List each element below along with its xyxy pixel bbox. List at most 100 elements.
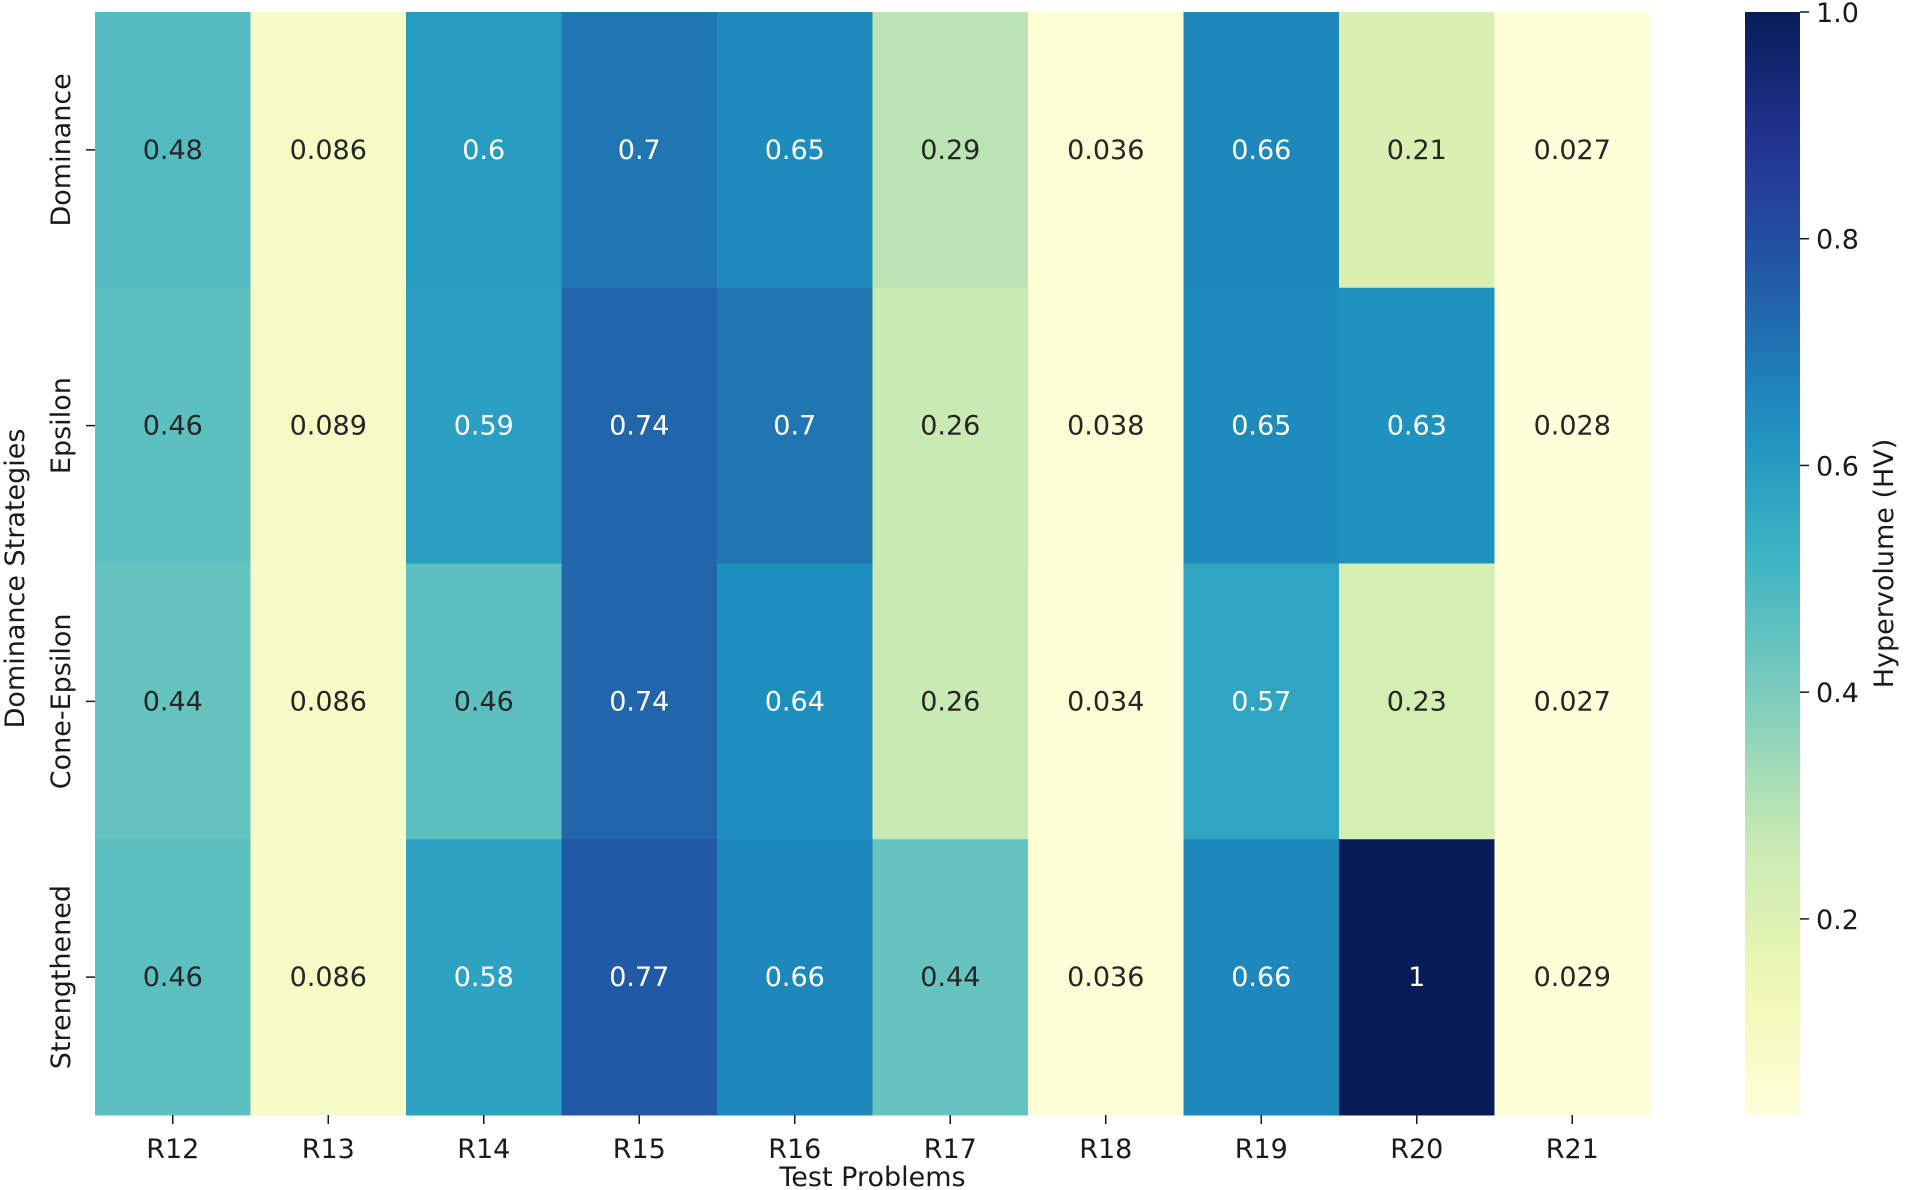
heatmap-cell (406, 12, 562, 289)
y-axis-label: Dominance Strategies (0, 429, 31, 729)
heatmap-cell (1339, 839, 1495, 1116)
heatmap-cell (1494, 563, 1651, 840)
cell-value-label: 0.65 (765, 135, 825, 166)
cell-value-label: 0.44 (920, 962, 980, 993)
heatmap-cell (1028, 839, 1184, 1116)
cell-value-label: 0.027 (1534, 135, 1611, 166)
heatmap-cell (872, 12, 1029, 289)
heatmap-cell (406, 839, 562, 1116)
heatmap-cell (1028, 287, 1184, 564)
x-tick-label: R16 (768, 1134, 821, 1165)
x-tick-label: R19 (1235, 1134, 1288, 1165)
cell-value-label: 0.48 (143, 135, 203, 166)
heatmap-cell (1494, 12, 1651, 289)
colorbar-label: Hypervolume (HV) (1869, 439, 1900, 689)
colorbar (1745, 12, 1800, 1115)
cell-value-label: 0.086 (290, 962, 367, 993)
heatmap-cell (717, 287, 873, 564)
heatmap-cell (717, 839, 873, 1116)
y-tick-label: Cone-Epsilon (46, 614, 77, 790)
cell-value-label: 0.086 (290, 135, 367, 166)
x-tick-label: R20 (1390, 1134, 1443, 1165)
heatmap-cell (1183, 563, 1340, 840)
y-tick-label: Strengthened (46, 885, 77, 1069)
cell-value-label: 0.7 (618, 135, 661, 166)
x-axis-ticks: R12 R13 R14 R15 R16 R17 R18 R19 R20 R21 (146, 1115, 1599, 1165)
heatmap-cell (717, 12, 873, 289)
heatmap-cell (1339, 287, 1495, 564)
heatmap-cell (872, 287, 1029, 564)
heatmap-cell (561, 839, 718, 1116)
colorbar-ticks: 0.2 0.4 0.6 0.8 1.0 (1800, 0, 1859, 936)
cell-value-label: 0.44 (143, 686, 203, 717)
cell-value-label: 0.26 (920, 686, 980, 717)
x-tick-label: R17 (924, 1134, 977, 1165)
heatmap-cell (95, 839, 251, 1116)
cell-value-label: 0.64 (765, 686, 825, 717)
cell-value-label: 0.74 (609, 686, 669, 717)
heatmap-cell (872, 563, 1029, 840)
cell-value-label: 0.58 (454, 962, 514, 993)
x-tick-label: R21 (1546, 1134, 1599, 1165)
x-tick-label: R18 (1079, 1134, 1132, 1165)
cell-value-label: 0.028 (1534, 411, 1611, 442)
cell-value-label: 0.7 (773, 411, 816, 442)
heatmap-cell-labels: 0.48 0.086 0.6 0.7 0.65 0.29 0.036 0.66 0.21 0.02… (143, 135, 1611, 993)
heatmap-cell (250, 839, 407, 1116)
cell-value-label: 0.036 (1067, 135, 1144, 166)
heatmap-cell (1339, 12, 1495, 289)
x-axis-label: Test Problems (778, 1162, 965, 1190)
heatmap-cell (1183, 839, 1340, 1116)
heatmap-cell (250, 12, 407, 289)
cell-value-label: 0.46 (454, 686, 514, 717)
cell-value-label: 0.034 (1067, 686, 1144, 717)
colorbar-tick-label: 0.4 (1816, 678, 1859, 709)
heatmap-cell (717, 563, 873, 840)
cell-value-label: 0.29 (920, 135, 980, 166)
heatmap-cell (1494, 839, 1651, 1116)
cell-value-label: 0.66 (1231, 962, 1291, 993)
colorbar-tick-label: 0.8 (1816, 225, 1859, 256)
colorbar-tick-label: 1.0 (1816, 0, 1859, 29)
heatmap-cell (1028, 12, 1184, 289)
cell-value-label: 0.66 (1231, 135, 1291, 166)
y-tick-label: Epsilon (46, 377, 77, 474)
heatmap-cell (1183, 287, 1340, 564)
cell-value-label: 0.74 (609, 411, 669, 442)
heatmap-cell (250, 287, 407, 564)
cell-value-label: 0.46 (143, 962, 203, 993)
cell-value-label: 0.63 (1387, 411, 1447, 442)
cell-value-label: 0.036 (1067, 962, 1144, 993)
heatmap-cell (95, 287, 251, 564)
cell-value-label: 0.59 (454, 411, 514, 442)
heatmap-cell (561, 12, 718, 289)
cell-value-label: 0.029 (1534, 962, 1611, 993)
cell-value-label: 1 (1408, 962, 1425, 993)
cell-value-label: 0.089 (290, 411, 367, 442)
heatmap-cell (561, 287, 718, 564)
heatmap-cell (95, 12, 251, 289)
cell-value-label: 0.6 (462, 135, 505, 166)
x-tick-label: R14 (457, 1134, 510, 1165)
cell-value-label: 0.66 (765, 962, 825, 993)
heatmap-cell (406, 563, 562, 840)
cell-value-label: 0.65 (1231, 411, 1291, 442)
cell-value-label: 0.086 (290, 686, 367, 717)
x-tick-label: R15 (613, 1134, 666, 1165)
heatmap-cell (561, 563, 718, 840)
heatmap-cell (872, 839, 1029, 1116)
cell-value-label: 0.77 (609, 962, 669, 993)
heatmap-cell (1028, 563, 1184, 840)
cell-value-label: 0.26 (920, 411, 980, 442)
cell-value-label: 0.21 (1387, 135, 1447, 166)
cell-value-label: 0.027 (1534, 686, 1611, 717)
y-tick-label: Dominance (46, 73, 77, 226)
cell-value-label: 0.46 (143, 411, 203, 442)
heatmap-cell (250, 563, 407, 840)
heatmap-cell (1494, 287, 1651, 564)
x-tick-label: R13 (302, 1134, 355, 1165)
cell-value-label: 0.57 (1231, 686, 1291, 717)
heatmap-cells (95, 12, 1651, 1116)
cell-value-label: 0.038 (1067, 411, 1144, 442)
